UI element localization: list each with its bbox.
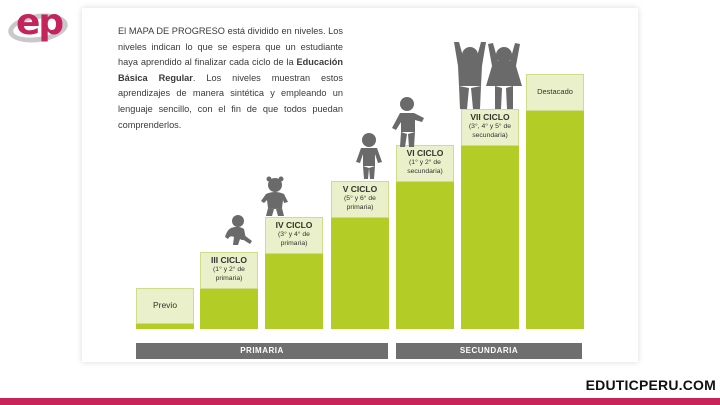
step-sub: (3° y 4° de primaria) bbox=[278, 231, 310, 247]
step-vi-caption: VI CICLO (1° y 2° de secundaria) bbox=[396, 145, 454, 182]
step-iii-caption: III CICLO (1° y 2° de primaria) bbox=[200, 252, 258, 289]
step-vi bbox=[396, 182, 454, 329]
step-name: III CICLO bbox=[211, 255, 247, 265]
step-sub: (1° y 2° de secundaria) bbox=[407, 159, 443, 175]
step-iv bbox=[265, 254, 323, 329]
step-v bbox=[331, 218, 389, 329]
step-sub: (1° y 2° de primaria) bbox=[213, 266, 245, 282]
slide-image: El MAPA DE PROGRESO está dividido en niv… bbox=[82, 8, 638, 362]
band-primaria: PRIMARIA bbox=[136, 343, 388, 359]
band-secundaria: SECUNDARIA bbox=[396, 343, 582, 359]
step-v-caption: V CICLO (5° y 6° de primaria) bbox=[331, 181, 389, 218]
site-name[interactable]: EDUTICPERU.COM bbox=[585, 377, 716, 393]
intro-part-2: . Los niveles muestran estos aprendizaje… bbox=[118, 72, 343, 130]
step-name: VI CICLO bbox=[406, 148, 444, 158]
step-name: Previo bbox=[152, 300, 178, 310]
toddler-child-icon bbox=[261, 176, 288, 216]
step-vii bbox=[461, 146, 519, 329]
child-pointing-icon bbox=[392, 97, 424, 147]
footer-accent-bar bbox=[0, 398, 720, 405]
step-name: VII CICLO bbox=[470, 112, 510, 122]
step-iv-caption: IV CICLO (3° y 4° de primaria) bbox=[265, 217, 323, 254]
step-previo bbox=[136, 323, 194, 329]
step-sub: (5° y 6° de primaria) bbox=[344, 195, 376, 211]
step-name: IV CICLO bbox=[275, 220, 313, 230]
step-vii-caption: VII CICLO (3°, 4° y 5° de secundaria) bbox=[461, 109, 519, 146]
child-standing-icon bbox=[356, 133, 382, 179]
step-name: V CICLO bbox=[342, 184, 378, 194]
step-destacado-caption: Destacado bbox=[526, 74, 584, 111]
step-sub: (3°, 4° y 5° de secundaria) bbox=[468, 123, 512, 139]
step-previo-caption: Previo bbox=[136, 288, 194, 324]
intro-paragraph: El MAPA DE PROGRESO está dividido en niv… bbox=[118, 24, 343, 133]
step-name: Destacado bbox=[537, 87, 573, 96]
step-destacado bbox=[526, 111, 584, 329]
step-iii bbox=[200, 289, 258, 329]
crawling-child-icon bbox=[225, 215, 252, 245]
intro-part-1: El MAPA DE PROGRESO está dividido en niv… bbox=[118, 26, 343, 68]
logo-text: ep bbox=[16, 2, 64, 43]
children-cheering-icon bbox=[454, 42, 522, 109]
logo[interactable]: ep bbox=[6, 2, 76, 47]
intro-bold: Educación Básica Regular bbox=[118, 57, 343, 83]
